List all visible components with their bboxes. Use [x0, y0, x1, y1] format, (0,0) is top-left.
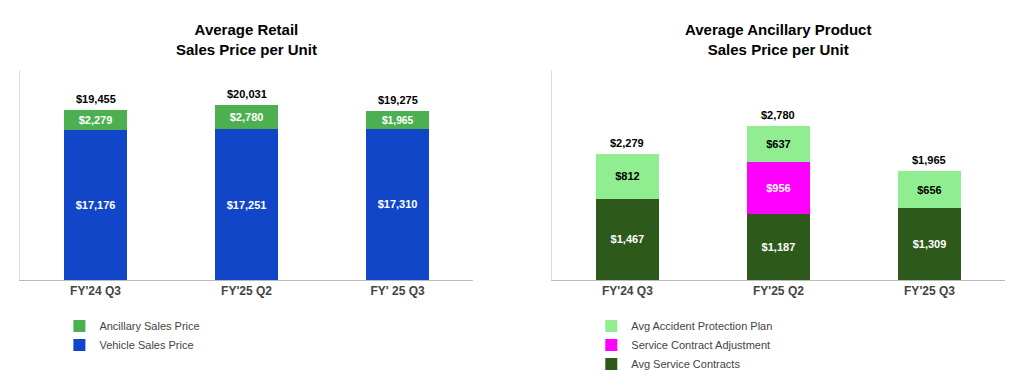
- svg-text:Avg Accident Protection Plan: Avg Accident Protection Plan: [631, 320, 772, 332]
- svg-text:FY' 25 Q3: FY' 25 Q3: [370, 284, 425, 298]
- svg-text:FY'24 Q3: FY'24 Q3: [70, 284, 121, 298]
- svg-text:$19,455: $19,455: [76, 93, 116, 105]
- svg-text:$656: $656: [917, 184, 941, 196]
- svg-text:Average Ancillary ProductSales: Average Ancillary ProductSales Price per…: [685, 21, 871, 58]
- svg-text:Service Contract Adjustment: Service Contract Adjustment: [631, 339, 770, 351]
- svg-text:FY'25 Q3: FY'25 Q3: [904, 284, 955, 298]
- svg-text:$2,780: $2,780: [761, 109, 795, 121]
- svg-text:$956: $956: [766, 182, 790, 194]
- svg-text:Vehicle Sales Price: Vehicle Sales Price: [99, 339, 193, 351]
- svg-text:$1,467: $1,467: [611, 233, 645, 245]
- svg-text:FY'25 Q2: FY'25 Q2: [753, 284, 804, 298]
- svg-text:Average RetailSales Price per: Average RetailSales Price per Unit: [176, 21, 317, 58]
- svg-text:$2,279: $2,279: [79, 114, 113, 126]
- svg-text:$1,965: $1,965: [912, 154, 946, 166]
- svg-text:FY'24 Q3: FY'24 Q3: [602, 284, 653, 298]
- svg-text:$637: $637: [766, 138, 790, 150]
- svg-text:Avg Service Contracts: Avg Service Contracts: [631, 358, 740, 370]
- svg-text:$2,780: $2,780: [230, 111, 264, 123]
- svg-text:$17,310: $17,310: [378, 198, 418, 210]
- svg-text:Ancillary Sales Price: Ancillary Sales Price: [99, 320, 199, 332]
- svg-text:$1,965: $1,965: [382, 115, 414, 126]
- svg-text:$2,279: $2,279: [610, 137, 644, 149]
- svg-text:$17,251: $17,251: [227, 199, 267, 211]
- svg-text:FY'25 Q2: FY'25 Q2: [221, 284, 272, 298]
- svg-text:$20,031: $20,031: [227, 88, 267, 100]
- svg-text:$1,309: $1,309: [913, 238, 947, 250]
- svg-text:$19,275: $19,275: [378, 94, 418, 106]
- svg-text:$17,176: $17,176: [76, 199, 116, 211]
- svg-text:$812: $812: [615, 170, 639, 182]
- svg-text:$1,187: $1,187: [762, 241, 796, 253]
